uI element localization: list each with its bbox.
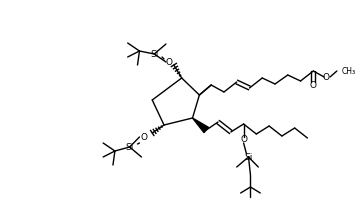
Polygon shape: [193, 118, 208, 133]
Text: O: O: [240, 136, 247, 144]
Text: Si: Si: [125, 143, 134, 151]
Text: O: O: [141, 133, 148, 143]
Text: Si: Si: [244, 152, 253, 162]
Text: Si: Si: [150, 49, 158, 59]
Text: O: O: [165, 57, 173, 67]
Text: CH₃: CH₃: [342, 67, 356, 76]
Text: O: O: [310, 81, 317, 89]
Text: O: O: [323, 73, 330, 82]
